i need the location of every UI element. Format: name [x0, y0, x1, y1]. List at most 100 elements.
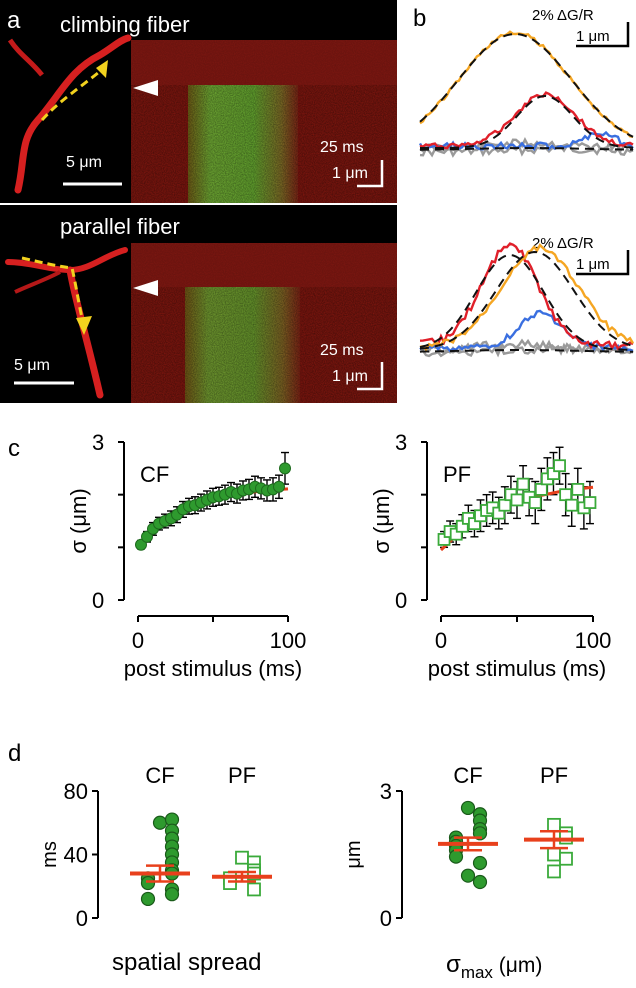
pf-space-scale-label: 1 μm — [332, 368, 368, 385]
data-point — [247, 882, 261, 897]
y-tick-label: 0 — [380, 906, 392, 931]
x-axis-label: post stimulus (ms) — [428, 656, 606, 681]
y-axis-label: σ (μm) — [369, 488, 394, 553]
data-point — [235, 850, 249, 865]
b-bottom-space-label: 1 μm — [576, 256, 610, 273]
pf-arrow-icon — [76, 316, 92, 335]
sigma-max-label: σmax (μm) — [446, 951, 542, 982]
y-tick-label: 3 — [92, 430, 104, 455]
category-label: CF — [145, 763, 174, 788]
y-axis-label: ms — [39, 841, 61, 868]
spatial-spread-label: spatial spread — [112, 949, 261, 976]
trace-bottom-blue — [419, 309, 634, 353]
x-axis-label: post stimulus (ms) — [124, 656, 302, 681]
pf-scanline — [21, 256, 84, 319]
cf-arrow-icon — [96, 60, 108, 78]
fit-top-orange — [419, 32, 634, 138]
fit-bottom-base — [419, 349, 633, 353]
data-point — [516, 477, 530, 491]
cf-scale-label: 5 μm — [66, 154, 102, 171]
data-point — [223, 876, 237, 890]
data-point — [565, 498, 579, 512]
cf-space-scale-label: 1 μm — [332, 165, 368, 182]
data-point — [140, 875, 156, 891]
y-tick-label: 0 — [76, 906, 88, 931]
b-top-scalebar — [576, 22, 630, 48]
panel-c: c 0 3 0 100 post stimulus (ms) σ (μm) CF 0 3 0 10… — [8, 430, 611, 681]
b-bottom-amp-label: 2% ΔG/R — [532, 235, 594, 252]
trace-top-gray-2 — [419, 144, 634, 158]
pf-arrowhead — [133, 280, 158, 296]
data-point — [571, 482, 585, 496]
data-point — [559, 830, 573, 845]
b-bottom-scalebar — [576, 250, 630, 276]
panel-label-d: d — [8, 740, 21, 767]
y-tick-label: 0 — [395, 588, 407, 613]
cf-branch — [7, 38, 44, 77]
cf-dendrite — [14, 34, 132, 194]
data-point — [460, 800, 476, 816]
data-point — [528, 496, 542, 509]
category-label: PF — [540, 763, 568, 788]
panel-label-c: c — [8, 435, 20, 462]
data-point — [135, 538, 147, 551]
panel-b: b 2% ΔG/R 1 μm 2% ΔG/R 1 μm — [413, 5, 635, 358]
chart-sigma-max: 0 3 μm CF PF — [343, 763, 584, 931]
chart-pf: 0 3 0 100 post stimulus (ms) σ (μm) PF — [369, 430, 611, 681]
fit-bottom-orange — [419, 250, 634, 350]
b-top-amp-label: 2% ΔG/R — [532, 7, 594, 24]
y-tick-label: 0 — [92, 588, 104, 613]
x-tick-label: 100 — [575, 628, 612, 653]
data-point — [141, 530, 153, 543]
x-tick-label: 0 — [435, 628, 447, 653]
data-point — [460, 868, 476, 883]
data-point — [498, 498, 512, 512]
y-tick-label: 80 — [64, 779, 88, 804]
data-point — [472, 855, 488, 871]
cf-arrowhead — [133, 80, 158, 96]
y-tick-label: 40 — [64, 843, 88, 868]
y-tick-label: 3 — [395, 430, 407, 455]
trace-bottom-red — [419, 242, 634, 351]
pf-scale-label: 5 μm — [14, 357, 50, 374]
data-point — [559, 851, 573, 866]
y-axis-label: μm — [343, 840, 365, 868]
category-label: PF — [228, 763, 256, 788]
chart-cf: 0 3 0 100 post stimulus (ms) σ (μm) CF — [66, 430, 306, 681]
panel-d: d 0 40 80 ms CF PF 0 3 μm CF PF spatial spread σm… — [8, 740, 584, 982]
cf-title: climbing fiber — [60, 12, 190, 37]
fit-top-base — [420, 147, 633, 151]
data-point — [448, 849, 464, 864]
data-point — [279, 462, 291, 475]
cf-scanline — [40, 66, 105, 122]
chart-title: PF — [443, 462, 471, 487]
data-point — [164, 887, 180, 902]
panel-a: 5 μm climbing fiber a 25 ms 1 μm 5 μm pa… — [0, 0, 397, 403]
data-point — [553, 459, 566, 473]
data-point — [152, 815, 168, 830]
cf-time-scale-label: 25 ms — [320, 139, 364, 156]
trace-top-orange — [419, 30, 634, 138]
chart-title: CF — [140, 462, 169, 487]
pf-linescan-scalebar — [357, 362, 384, 391]
panel-label-a: a — [7, 7, 21, 34]
fit-bottom-red — [419, 253, 634, 351]
panel-label-b: b — [413, 5, 426, 32]
data-point — [273, 480, 285, 493]
data-point — [472, 874, 488, 890]
data-point — [583, 496, 597, 509]
b-bottom-traces — [419, 242, 635, 358]
data-point — [534, 482, 548, 496]
cf-linescan-scalebar — [357, 160, 384, 188]
data-point — [547, 817, 561, 832]
data-point — [559, 488, 573, 502]
y-axis-label: σ (μm) — [66, 488, 91, 553]
data-point — [547, 847, 561, 862]
data-point — [140, 891, 156, 907]
category-label: CF — [453, 763, 482, 788]
fit-top-red — [420, 94, 634, 149]
trace-top-red — [419, 91, 634, 150]
x-tick-label: 100 — [270, 628, 307, 653]
x-tick-label: 0 — [132, 628, 144, 653]
